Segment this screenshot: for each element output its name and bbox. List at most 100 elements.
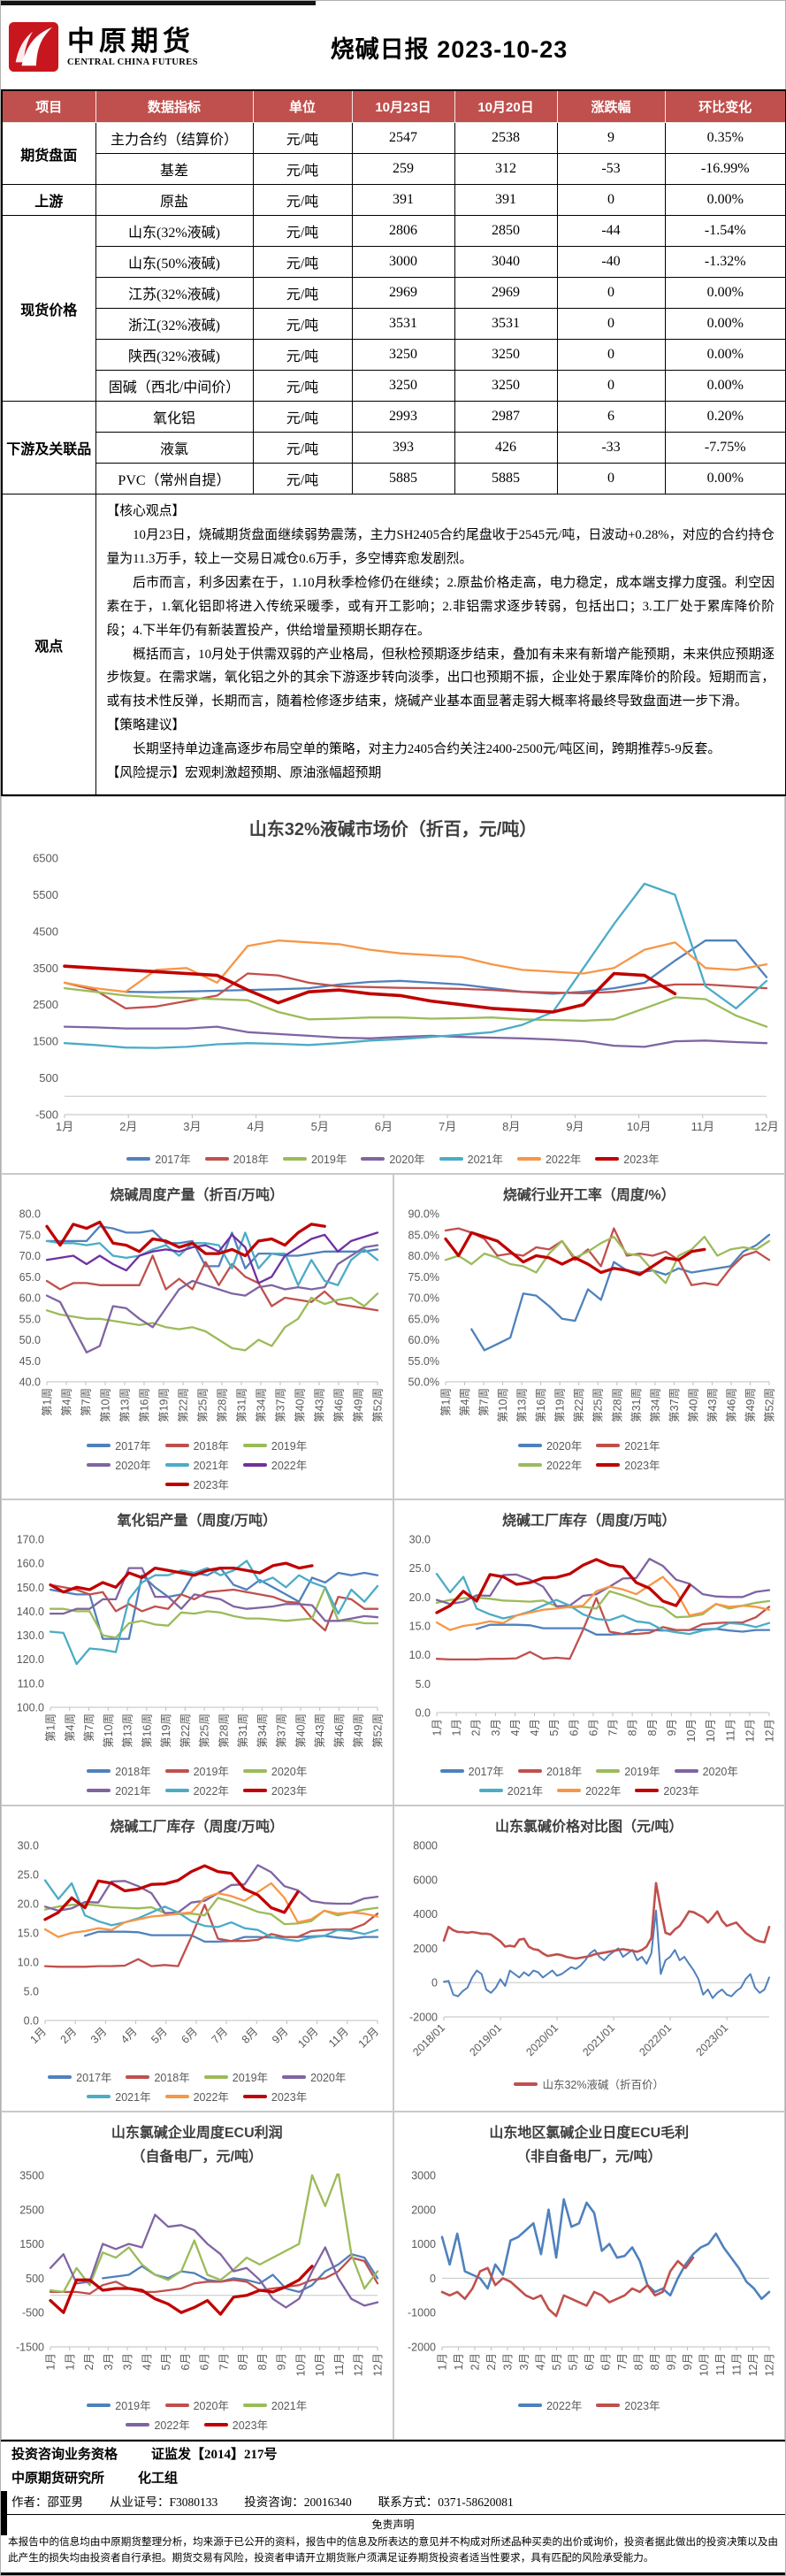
svg-text:11月: 11月 (731, 2353, 744, 2375)
legend-label: 2020年 (702, 1766, 738, 1779)
series-line (49, 1560, 378, 1666)
chart-ecu-margin-daily: 山东地区氯碱企业日度ECU毛利 （非自备电厂，元/吨） -2000 -1000 0 100… (393, 2112, 785, 2441)
table-cell: 2806 (351, 215, 455, 247)
svg-text:60.0: 60.0 (19, 1292, 40, 1305)
svg-text:-2000: -2000 (409, 2012, 438, 2024)
legend-label: 2017年 (155, 1154, 191, 1167)
svg-text:1500: 1500 (33, 1035, 58, 1048)
viewpoint-heading: 【策略建议】 (106, 718, 186, 733)
svg-text:0.0: 0.0 (23, 2015, 38, 2028)
category-cell: 下游及关联品 (1, 401, 96, 494)
legend-item: 2023年 (595, 1150, 660, 1167)
table-cell: 259 (351, 153, 455, 185)
legend-item: 2022年 (517, 1456, 583, 1473)
legend-label: 2020年 (271, 1766, 308, 1779)
svg-text:2020/01: 2020/01 (524, 2021, 561, 2058)
svg-text:5500: 5500 (33, 888, 58, 901)
legend-label: 2022年 (546, 1460, 583, 1473)
svg-text:11月: 11月 (333, 2353, 346, 2375)
table-cell: 0.00% (664, 184, 786, 216)
svg-text:8月: 8月 (649, 2353, 661, 2370)
svg-text:8月: 8月 (502, 1120, 520, 1133)
table-cell: 元/吨 (252, 277, 353, 309)
table-cell: 5885 (351, 463, 455, 494)
legend-item: 2019年 (203, 2068, 268, 2085)
table-cell: 元/吨 (252, 401, 353, 433)
legend-item: 2022年 (517, 2396, 582, 2413)
svg-text:9月: 9月 (682, 2353, 694, 2370)
table-cell: 原盐 (95, 184, 254, 216)
svg-text:55.0: 55.0 (19, 1313, 40, 1325)
series-line (63, 1025, 767, 1048)
contact-number: 联系方式：0371-58620081 (378, 2496, 514, 2510)
table-row: 下游及关联品 氧化铝 元/吨 2993 2987 6 0.20% (1, 401, 786, 494)
legend-swatch-icon (596, 1462, 621, 1467)
legend-label: 山东32%液碱（折百价） (542, 2079, 665, 2092)
svg-text:500: 500 (39, 1071, 58, 1085)
table-cell: 426 (454, 432, 558, 464)
svg-text:第31周: 第31周 (630, 1388, 643, 1422)
table-cell: 江苏(32%液碱) (95, 277, 254, 309)
svg-text:10月: 10月 (314, 2353, 326, 2376)
table-cell: -44 (556, 215, 666, 247)
svg-text:8月: 8月 (256, 2353, 269, 2370)
svg-text:30.0: 30.0 (409, 1534, 431, 1546)
legend-label: 2019年 (271, 1440, 308, 1453)
table-cell: 元/吨 (252, 153, 353, 185)
legend-swatch-icon (203, 2074, 228, 2079)
legend-item: 2017年 (87, 1437, 151, 1453)
column-header: 数据指标 (95, 89, 254, 123)
legend-item: 2023年 (242, 1782, 307, 1798)
series-line (436, 1597, 771, 1661)
table-cell: 391 (351, 184, 455, 216)
legend-item: 2020年 (674, 1762, 738, 1779)
legend-swatch-icon (517, 1768, 542, 1773)
svg-text:第25周: 第25周 (196, 1388, 209, 1422)
series-line (45, 1231, 378, 1284)
svg-text:2000: 2000 (411, 2204, 436, 2216)
svg-text:10月: 10月 (626, 1120, 650, 1133)
legend-item: 2019年 (87, 2396, 151, 2413)
svg-text:第49周: 第49周 (352, 1388, 364, 1422)
legend-label: 2023年 (623, 1154, 660, 1167)
legend-swatch-icon (596, 1443, 621, 1447)
chart-legend: 2017年 2018年 2019年 2020年 2021年 2022年 2023年 (2, 2068, 393, 2104)
legend-item: 2020年 (242, 1762, 308, 1779)
legend-swatch-icon (48, 2074, 72, 2079)
svg-text:第37周: 第37周 (668, 1388, 681, 1422)
series-line (62, 964, 676, 1014)
table-cell: 0 (556, 339, 666, 371)
legend-label: 2018年 (233, 1154, 270, 1167)
svg-text:第28周: 第28周 (217, 1714, 230, 1748)
svg-text:3月: 3月 (502, 2353, 515, 2370)
table-cell: 6 (556, 401, 666, 433)
series-line (49, 1567, 378, 1622)
legend-label: 2020年 (310, 2072, 347, 2085)
svg-text:第34周: 第34周 (256, 1714, 269, 1748)
series-line (43, 1879, 378, 1943)
series-line (442, 1882, 771, 1960)
chart-legend: 2017年 2018年 2019年 2020年 2021年 2022年 2023年 (2, 1437, 393, 1492)
legend-swatch-icon (596, 2403, 621, 2407)
legend-label: 2019年 (311, 1154, 347, 1167)
legend-swatch-icon (517, 2403, 542, 2407)
legend-item: 2022年 (164, 1782, 229, 1798)
legend-label: 2023年 (624, 2400, 660, 2413)
legend-swatch-icon (242, 1462, 267, 1467)
svg-text:第37周: 第37周 (274, 1388, 286, 1422)
svg-text:10月: 10月 (705, 1719, 717, 1742)
table-cell: 液氯 (95, 432, 254, 464)
legend-label: 2017年 (468, 1766, 504, 1779)
svg-text:-1500: -1500 (16, 2342, 44, 2354)
chart-title: 山东地区氯碱企业日度ECU毛利 (489, 2126, 690, 2142)
svg-text:3月: 3月 (121, 2353, 134, 2370)
viewpoint-row: 观点 【核心观点】 10月23日，烧碱期货盘面继续弱势震荡，主力SH2405合约尾… (1, 494, 786, 796)
legend-swatch-icon (87, 1788, 111, 1792)
svg-text:第16周: 第16周 (138, 1388, 150, 1422)
svg-text:130.0: 130.0 (16, 1629, 43, 1642)
svg-text:6000: 6000 (413, 1874, 438, 1886)
svg-text:4月: 4月 (509, 1719, 522, 1736)
svg-text:第52周: 第52周 (764, 1388, 776, 1422)
legend-swatch-icon (87, 1462, 111, 1467)
legend-label: 2018年 (193, 1440, 229, 1453)
